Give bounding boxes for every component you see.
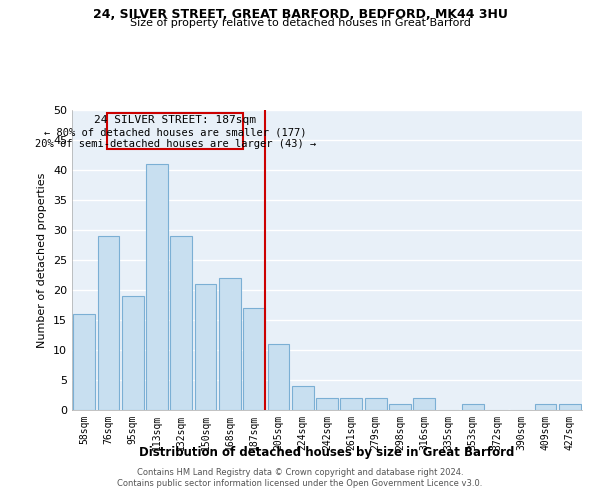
Bar (462, 404, 484, 410)
Text: 20% of semi-detached houses are larger (43) →: 20% of semi-detached houses are larger (… (35, 139, 316, 149)
FancyBboxPatch shape (107, 113, 243, 149)
Bar (122, 296, 143, 410)
Bar (340, 398, 362, 410)
Bar (97, 236, 119, 410)
Text: 24, SILVER STREET, GREAT BARFORD, BEDFORD, MK44 3HU: 24, SILVER STREET, GREAT BARFORD, BEDFOR… (92, 8, 508, 20)
Bar (292, 386, 314, 410)
Bar (316, 398, 338, 410)
Bar (73, 314, 95, 410)
Bar (194, 284, 217, 410)
Text: Distribution of detached houses by size in Great Barford: Distribution of detached houses by size … (139, 446, 515, 459)
Bar (170, 236, 192, 410)
Y-axis label: Number of detached properties: Number of detached properties (37, 172, 47, 348)
Text: 24 SILVER STREET: 187sqm: 24 SILVER STREET: 187sqm (94, 115, 256, 125)
Text: ← 80% of detached houses are smaller (177): ← 80% of detached houses are smaller (17… (44, 128, 307, 138)
Bar (389, 404, 411, 410)
Bar (219, 278, 241, 410)
Bar (146, 164, 168, 410)
Bar (243, 308, 265, 410)
Text: Size of property relative to detached houses in Great Barford: Size of property relative to detached ho… (130, 18, 470, 28)
Text: Contains HM Land Registry data © Crown copyright and database right 2024.
Contai: Contains HM Land Registry data © Crown c… (118, 468, 482, 487)
Bar (268, 344, 289, 410)
Bar (559, 404, 581, 410)
Bar (535, 404, 556, 410)
Bar (365, 398, 386, 410)
Bar (413, 398, 435, 410)
